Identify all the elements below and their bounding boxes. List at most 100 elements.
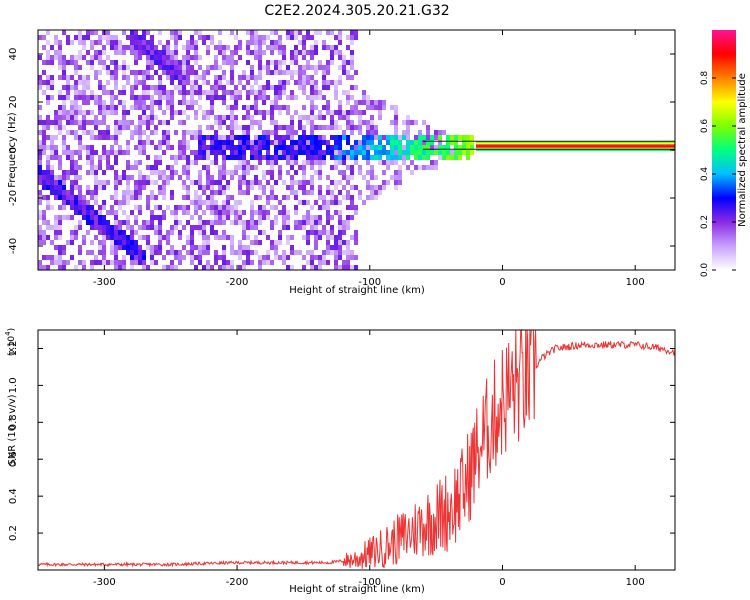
heatmap-cell xyxy=(318,190,322,195)
heatmap-cell xyxy=(154,225,158,230)
heatmap-cell xyxy=(110,235,114,240)
heatmap-cell xyxy=(346,125,350,130)
heatmap-cell xyxy=(50,60,54,65)
heatmap-cell xyxy=(122,195,126,200)
heatmap-cell xyxy=(194,255,198,260)
heatmap-cell xyxy=(450,155,454,160)
heatmap-cell xyxy=(422,155,426,160)
heatmap-cell xyxy=(190,35,194,40)
heatmap-cell xyxy=(274,40,278,45)
heatmap-cell xyxy=(126,250,130,255)
heatmap-cell xyxy=(86,60,90,65)
heatmap-cell xyxy=(98,205,102,210)
heatmap-cell xyxy=(230,250,234,255)
heatmap-cell xyxy=(262,215,266,220)
heatmap-cell xyxy=(270,70,274,75)
heatmap-cell xyxy=(290,125,294,130)
heatmap-cell xyxy=(158,250,162,255)
heatmap-cell xyxy=(350,130,354,135)
heatmap-cell xyxy=(262,210,266,215)
heatmap-cell xyxy=(58,230,62,235)
heatmap-cell xyxy=(190,225,194,230)
heatmap-cell xyxy=(166,90,170,95)
heatmap-cell xyxy=(154,250,158,255)
heatmap-cell xyxy=(182,145,186,150)
heatmap-cell xyxy=(218,170,222,175)
heatmap-cell xyxy=(370,115,374,120)
heatmap-cell xyxy=(182,80,186,85)
heatmap-cell xyxy=(194,245,198,250)
heatmap-cell xyxy=(246,235,250,240)
heatmap-cell xyxy=(434,135,438,140)
heatmap-cell xyxy=(334,200,338,205)
heatmap-cell xyxy=(170,50,174,55)
heatmap-cell xyxy=(310,155,314,160)
heatmap-cell xyxy=(274,100,278,105)
heatmap-cell xyxy=(166,65,170,70)
heatmap-cell xyxy=(302,235,306,240)
heatmap-cell xyxy=(354,235,358,240)
heatmap-cell xyxy=(66,75,70,80)
heatmap-cell xyxy=(290,160,294,165)
heatmap-cell xyxy=(370,135,374,140)
heatmap-cell xyxy=(206,110,210,115)
heatmap-cell xyxy=(322,155,326,160)
heatmap-cell xyxy=(310,160,314,165)
heatmap-cell xyxy=(82,265,86,270)
heatmap-cell xyxy=(174,60,178,65)
heatmap-cell xyxy=(194,190,198,195)
heatmap-cell xyxy=(70,255,74,260)
heatmap-cell xyxy=(78,195,82,200)
heatmap-cell xyxy=(246,165,250,170)
heatmap-cell xyxy=(394,125,398,130)
heatmap-cell xyxy=(66,150,70,155)
heatmap-cell xyxy=(58,215,62,220)
heatmap-cell xyxy=(434,165,438,170)
heatmap-cell xyxy=(206,265,210,270)
heatmap-cell xyxy=(186,75,190,80)
heatmap-cell xyxy=(106,135,110,140)
heatmap-cell xyxy=(322,230,326,235)
heatmap-cell xyxy=(342,170,346,175)
heatmap-cell xyxy=(346,150,350,155)
heatmap-cell xyxy=(266,95,270,100)
heatmap-cell xyxy=(234,205,238,210)
heatmap-cell xyxy=(170,70,174,75)
heatmap-cell xyxy=(238,180,242,185)
heatmap-cell xyxy=(82,235,86,240)
heatmap-cell xyxy=(58,165,62,170)
heatmap-cell xyxy=(134,195,138,200)
heatmap-cell xyxy=(362,140,366,145)
heatmap-cell xyxy=(134,75,138,80)
heatmap-cell xyxy=(234,85,238,90)
heatmap-cell xyxy=(146,75,150,80)
heatmap-cell xyxy=(158,190,162,195)
heatmap-cell xyxy=(182,60,186,65)
heatmap-cell xyxy=(262,90,266,95)
heatmap-cell xyxy=(226,90,230,95)
heatmap-cell xyxy=(266,200,270,205)
heatmap-cell xyxy=(258,65,262,70)
heatmap-cell xyxy=(338,110,342,115)
heatmap-cell xyxy=(102,200,106,205)
heatmap-cell xyxy=(242,150,246,155)
heatmap-cell xyxy=(430,165,434,170)
snr-x-tick-label: 0 xyxy=(499,577,505,588)
heatmap-cell xyxy=(354,230,358,235)
heatmap-cell xyxy=(422,150,426,155)
heatmap-cell xyxy=(54,120,58,125)
heatmap-cell xyxy=(234,115,238,120)
heatmap-cell xyxy=(238,165,242,170)
heatmap-cell xyxy=(142,120,146,125)
heatmap-cell xyxy=(306,155,310,160)
heatmap-cell xyxy=(246,125,250,130)
heatmap-cell xyxy=(278,40,282,45)
heatmap-cell xyxy=(54,225,58,230)
heatmap-cell xyxy=(294,170,298,175)
colorbar: 0.00.20.40.60.8 Normalized spectral ampl… xyxy=(700,30,748,277)
heatmap-cell xyxy=(230,150,234,155)
heatmap-cell xyxy=(118,50,122,55)
heatmap-cell xyxy=(286,135,290,140)
heatmap-cell xyxy=(90,165,94,170)
heatmap-cell xyxy=(58,250,62,255)
